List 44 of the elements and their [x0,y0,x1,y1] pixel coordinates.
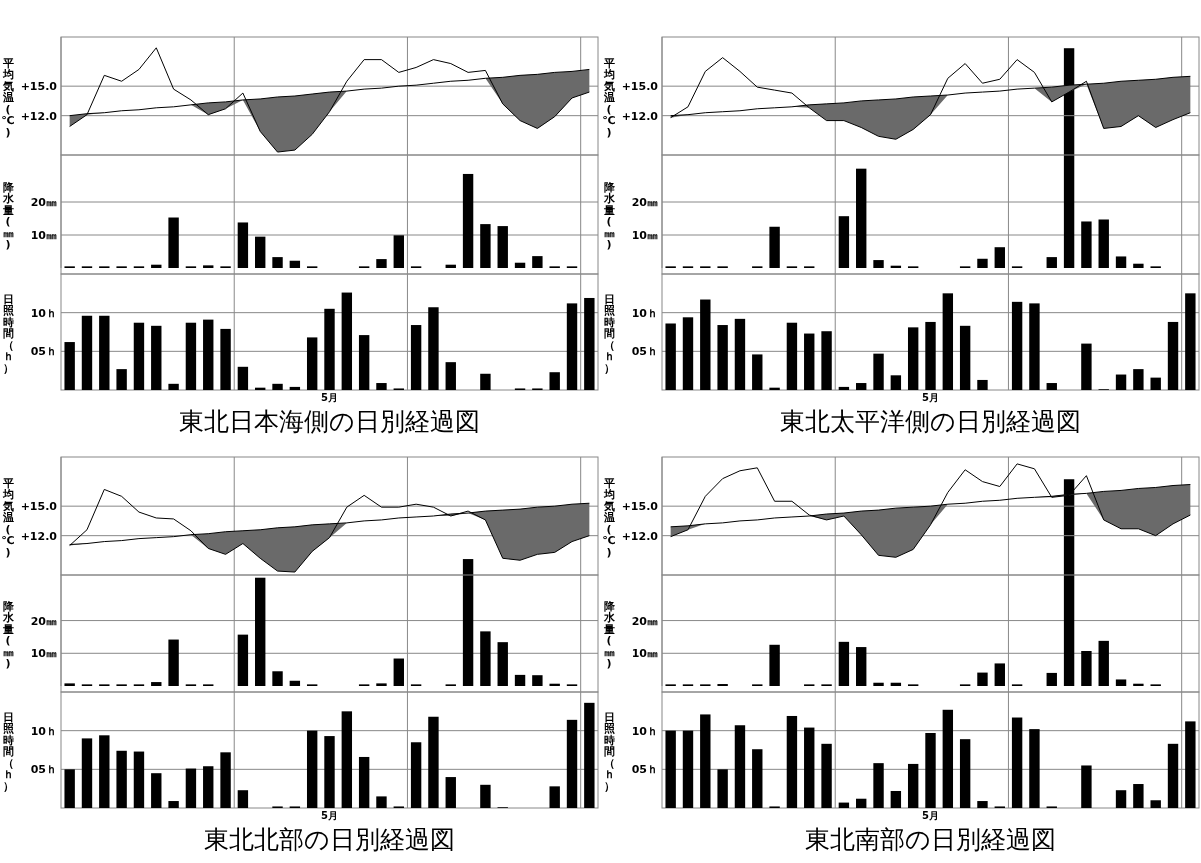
y-axis-title: 平均気温(℃) [1,476,15,559]
text: 東北南部の日別経過図 [805,825,1056,854]
y-tick-label: 10㎜ [631,647,658,661]
text: 東北日本海側の日別経過図 [179,407,480,436]
y-tick-label: +12.0 [621,529,659,543]
y-axis-title: 降水量(㎜) [1,599,15,670]
y-tick-label: 20㎜ [30,196,57,209]
y-axis-title: 日照時間（ｈ） [2,292,14,375]
y-tick-label: 10ｈ [30,724,57,738]
y-tick-label: +15.0 [621,500,659,514]
y-tick-label: +12.0 [20,529,58,543]
x-axis-title: 5月 [321,392,338,403]
y-axis-title: 降水量(㎜) [602,599,616,670]
x-axis-title: 5月 [922,810,939,821]
y-tick-label: +15.0 [20,80,58,94]
y-tick-label: 10㎜ [30,647,57,661]
y-tick-label: 10ｈ [631,306,658,320]
y-tick-label: 10㎜ [30,229,57,242]
y-tick-label: +12.0 [621,109,659,123]
y-tick-label: 10ｈ [30,306,57,320]
y-axis-title: 平均気温(℃) [602,476,616,559]
y-axis-title: 平均気温(℃) [602,56,616,139]
y-axis-title: 平均気温(℃) [1,56,15,139]
y-tick-label: 10ｈ [631,724,658,738]
y-tick-label: 05ｈ [30,345,57,359]
x-axis-title: 5月 [321,810,338,821]
y-axis-title: 降水量(㎜) [1,180,15,251]
y-axis-title: 日照時間（ｈ） [603,292,615,375]
y-tick-label: 20㎜ [30,614,57,628]
y-tick-label: 05ｈ [631,345,658,359]
text: 東北北部の日別経過図 [204,825,455,854]
y-axis-title: 日照時間（ｈ） [603,710,615,793]
y-tick-label: 10㎜ [631,229,658,242]
y-axis-title: 日照時間（ｈ） [2,710,14,793]
y-tick-label: +15.0 [621,80,659,94]
x-axis-title: 5月 [922,392,939,403]
y-tick-label: +15.0 [20,500,58,514]
y-tick-label: 20㎜ [631,196,658,209]
y-tick-label: 20㎜ [631,614,658,628]
y-axis-title: 降水量(㎜) [602,180,616,251]
text: 東北太平洋側の日別経過図 [780,407,1081,436]
y-tick-label: 05ｈ [631,763,658,777]
y-tick-label: +12.0 [20,109,58,123]
y-tick-label: 05ｈ [30,763,57,777]
